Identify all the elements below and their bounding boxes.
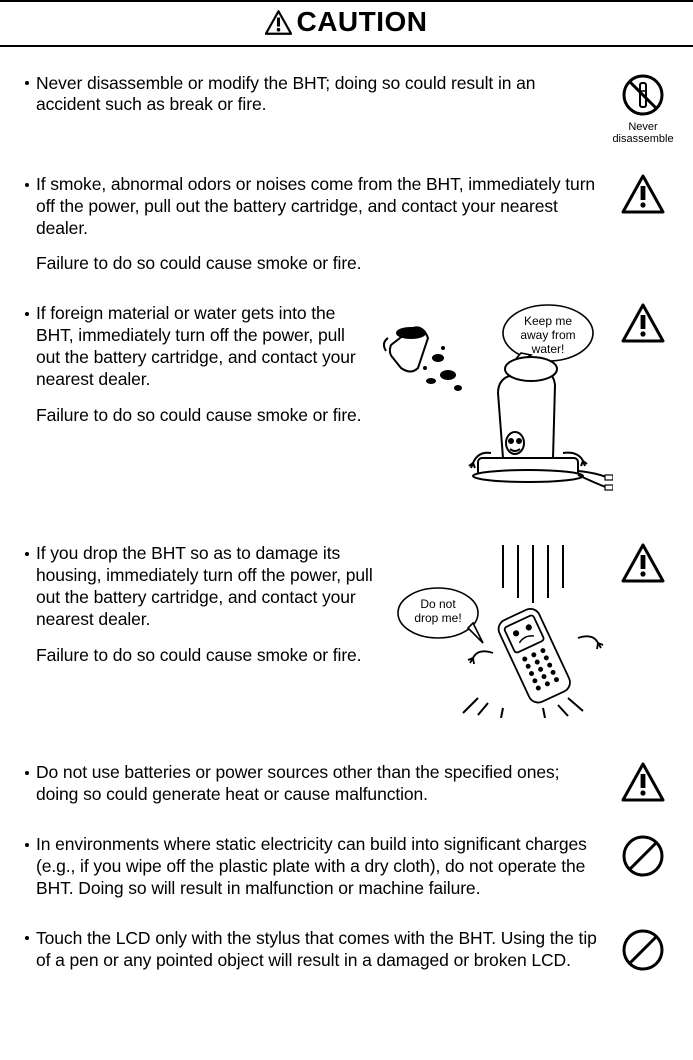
speech-bubble-text: Keep me away from water! <box>508 315 588 355</box>
caution-paragraph: In environments where static electricity… <box>36 834 603 900</box>
caution-item: Do not use batteries or power sources ot… <box>18 762 673 806</box>
caution-text: Do not use batteries or power sources ot… <box>36 762 613 806</box>
bullet-icon <box>25 552 29 556</box>
water-illustration: Keep me away from water! <box>383 303 613 503</box>
caution-paragraph: Never disassemble or modify the BHT; doi… <box>36 73 603 117</box>
caution-text: If foreign material or water gets into t… <box>36 303 383 426</box>
caution-follow: Failure to do so could cause smoke or fi… <box>36 405 373 427</box>
bullet-icon <box>25 183 29 187</box>
caution-follow: Failure to do so could cause smoke or fi… <box>36 645 373 667</box>
warning-triangle-icon <box>621 174 665 214</box>
caution-item: Touch the LCD only with the stylus that … <box>18 928 673 972</box>
caution-item: In environments where static electricity… <box>18 834 673 900</box>
icon-label: Never disassemble <box>612 121 673 146</box>
caution-title: CAUTION <box>296 6 427 38</box>
warning-triangle-icon <box>265 10 292 35</box>
caution-text: Never disassemble or modify the BHT; doi… <box>36 73 613 117</box>
bullet-icon <box>25 771 29 775</box>
drop-illustration: Do not drop me! <box>383 543 613 718</box>
bullet-icon <box>25 843 29 847</box>
caution-text: If you drop the BHT so as to damage its … <box>36 543 383 666</box>
caution-text: In environments where static electricity… <box>36 834 613 900</box>
warning-triangle-icon <box>621 303 665 343</box>
caution-text: Touch the LCD only with the stylus that … <box>36 928 613 972</box>
bullet-icon <box>25 81 29 85</box>
prohibited-icon <box>621 834 665 878</box>
bullet-icon <box>25 936 29 940</box>
caution-text: If smoke, abnormal odors or noises come … <box>36 174 613 276</box>
caution-paragraph: Touch the LCD only with the stylus that … <box>36 928 603 972</box>
bullet-icon <box>25 312 29 316</box>
caution-paragraph: If you drop the BHT so as to damage its … <box>36 543 373 631</box>
prohibited-icon <box>621 928 665 972</box>
content-area: Never disassemble or modify the BHT; doi… <box>0 73 693 972</box>
caution-item: Never disassemble or modify the BHT; doi… <box>18 73 673 146</box>
caution-item: If you drop the BHT so as to damage its … <box>18 543 673 718</box>
speech-bubble-text: Do not drop me! <box>403 598 473 626</box>
caution-follow: Failure to do so could cause smoke or fi… <box>36 253 603 275</box>
warning-triangle-icon <box>621 762 665 802</box>
caution-paragraph: If smoke, abnormal odors or noises come … <box>36 174 603 240</box>
caution-item: If smoke, abnormal odors or noises come … <box>18 174 673 276</box>
warning-triangle-icon <box>621 543 665 583</box>
caution-item: If foreign material or water gets into t… <box>18 303 673 503</box>
caution-header: CAUTION <box>0 0 693 47</box>
caution-paragraph: If foreign material or water gets into t… <box>36 303 373 391</box>
caution-paragraph: Do not use batteries or power sources ot… <box>36 762 603 806</box>
no-disassemble-icon <box>621 73 665 117</box>
